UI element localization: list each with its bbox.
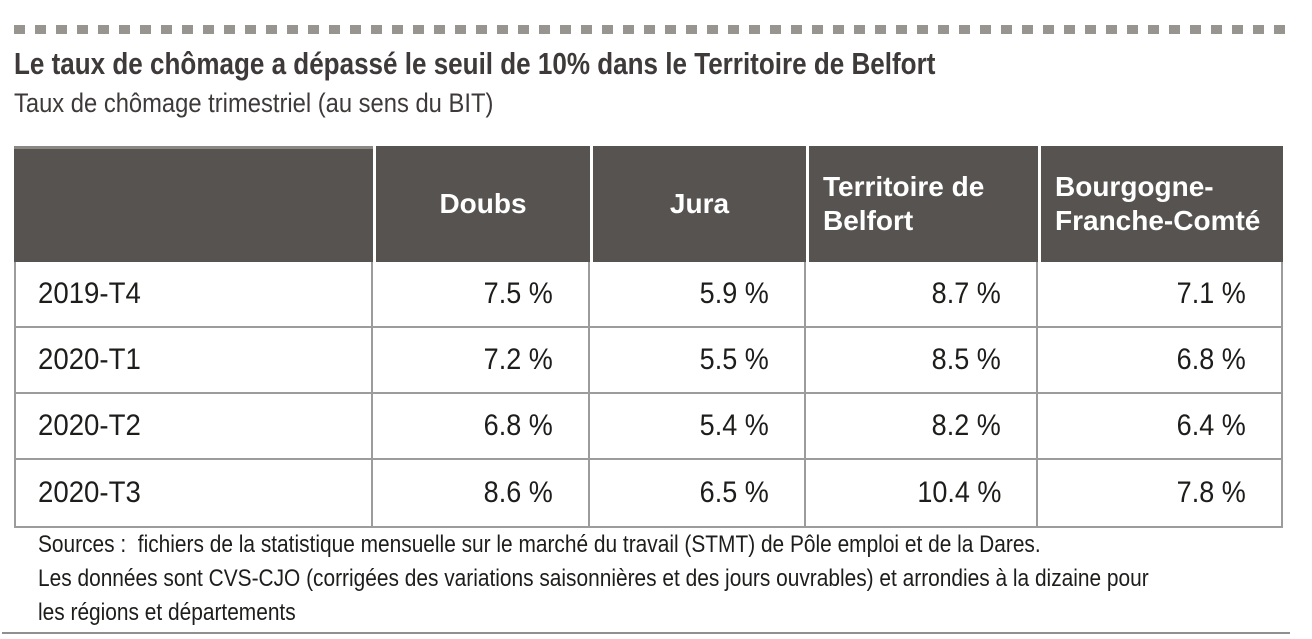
- cell-text: 10.4 %: [916, 476, 1001, 509]
- rate-value: 7.2 %: [373, 328, 590, 392]
- rate-value: 6.8 %: [1038, 328, 1281, 392]
- cell-text: 7.2 %: [483, 343, 553, 376]
- cell-text: 5.4 %: [699, 409, 769, 442]
- source-line: les régions et départements: [38, 599, 296, 626]
- bottom-rule: [2, 632, 1290, 634]
- cell-text: 8.6 %: [483, 476, 553, 509]
- table-row: 2019-T4 7.5 % 5.9 % 8.7 % 7.1 %: [16, 262, 1281, 328]
- rate-value: 6.4 %: [1038, 394, 1281, 458]
- header-cell-doubs: Doubs: [373, 146, 590, 262]
- cell-text: 7.1 %: [1176, 277, 1246, 310]
- rate-value: 6.8 %: [373, 394, 590, 458]
- cell-text: 8.2 %: [931, 409, 1001, 442]
- row-label: 2020-T2: [16, 394, 373, 458]
- header-cell-territoire-de-belfort: Territoire de Belfort: [806, 146, 1038, 262]
- rate-value: 5.9 %: [590, 262, 806, 326]
- cell-text: 2020-T2: [38, 409, 141, 442]
- rate-value: 7.5 %: [373, 262, 590, 326]
- rate-value: 8.6 %: [373, 460, 590, 526]
- sources-note: Sources : fichiers de la statistique men…: [38, 528, 1312, 630]
- rate-value: 7.1 %: [1038, 262, 1281, 326]
- source-line: Les données sont CVS-CJO (corrigées des …: [38, 565, 1149, 592]
- cell-text: 2019-T4: [38, 277, 141, 310]
- rate-value: 5.4 %: [590, 394, 806, 458]
- rate-value: 8.2 %: [806, 394, 1038, 458]
- cell-text: 7.5 %: [483, 277, 553, 310]
- table-row: 2020-T3 8.6 % 6.5 % 10.4 % 7.8 %: [16, 460, 1281, 526]
- table-body: 2019-T4 7.5 % 5.9 % 8.7 % 7.1 % 2020-T1 7.2 % 5…: [14, 262, 1283, 528]
- row-label: 2020-T1: [16, 328, 373, 392]
- cell-text: 6.4 %: [1176, 409, 1246, 442]
- rate-value: 6.5 %: [590, 460, 806, 526]
- rate-value: 8.5 %: [806, 328, 1038, 392]
- page-title: Le taux de chômage a dépassé le seuil de…: [14, 46, 936, 81]
- row-label: 2020-T3: [16, 460, 373, 526]
- header-cell-empty: [14, 146, 373, 262]
- cell-text: 8.5 %: [931, 343, 1001, 376]
- cell-text: 8.7 %: [931, 277, 1001, 310]
- row-label: 2019-T4: [16, 262, 373, 326]
- cell-text: 7.8 %: [1176, 476, 1246, 509]
- rate-value: 7.8 %: [1038, 460, 1281, 526]
- cell-text: 2020-T1: [38, 343, 141, 376]
- rate-value: 8.7 %: [806, 262, 1038, 326]
- cell-text: 6.8 %: [1176, 343, 1246, 376]
- rate-value: 5.5 %: [590, 328, 806, 392]
- cell-text: 6.8 %: [483, 409, 553, 442]
- page-subtitle: Taux de chômage trimestriel (au sens du …: [14, 88, 494, 118]
- cell-text: 5.5 %: [699, 343, 769, 376]
- table-row: 2020-T1 7.2 % 5.5 % 8.5 % 6.8 %: [16, 328, 1281, 394]
- cell-text: 6.5 %: [699, 476, 769, 509]
- source-line: Sources : fichiers de la statistique men…: [38, 531, 1041, 558]
- rate-value: 10.4 %: [806, 460, 1038, 526]
- header-cell-jura: Jura: [590, 146, 806, 262]
- cell-text: 5.9 %: [699, 277, 769, 310]
- dashed-top-rule: [14, 25, 1285, 34]
- table-header: Doubs Jura Territoire de Belfort Bourgog…: [14, 146, 1283, 262]
- table-row: 2020-T2 6.8 % 5.4 % 8.2 % 6.4 %: [16, 394, 1281, 460]
- header-cell-bourgogne-franche-comte: Bourgogne-Franche-Comté: [1038, 146, 1283, 262]
- cell-text: 2020-T3: [38, 476, 141, 509]
